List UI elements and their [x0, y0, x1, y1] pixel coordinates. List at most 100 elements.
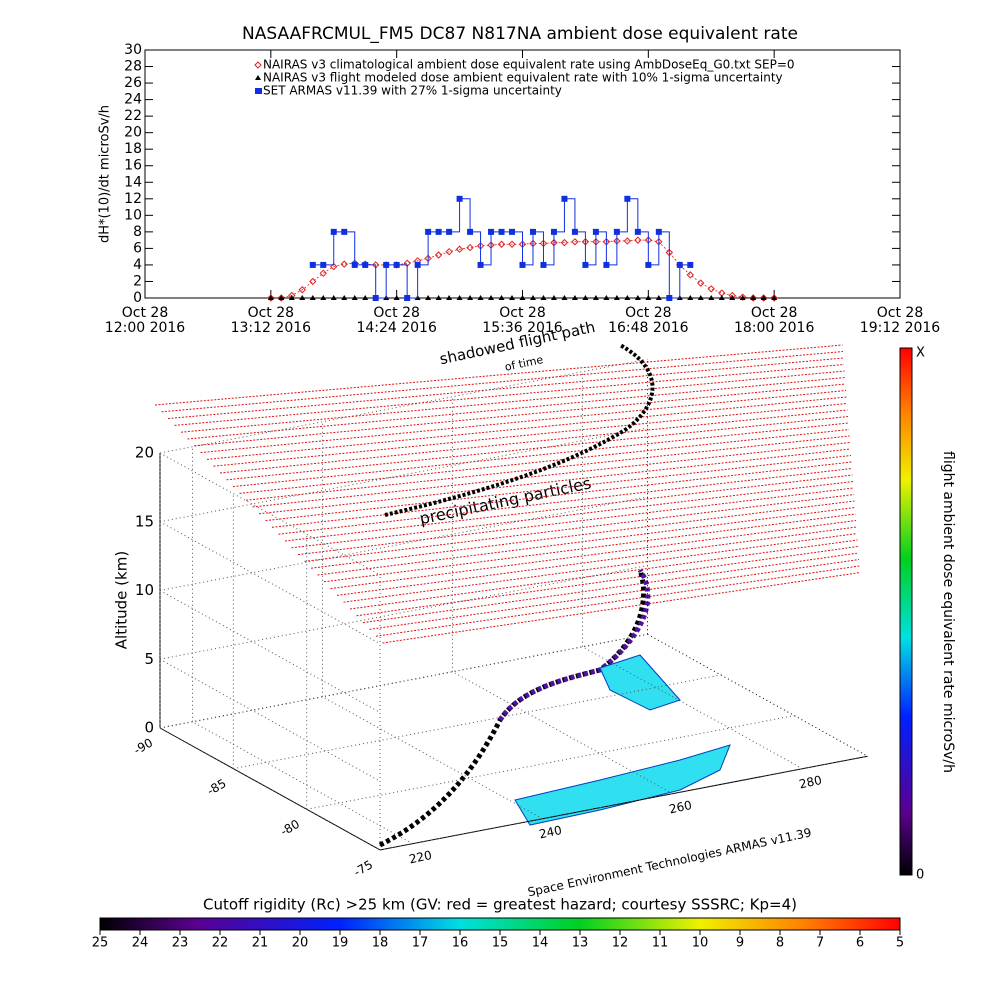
mesh-line: [362, 552, 859, 624]
point: [718, 295, 725, 300]
landmass: [599, 654, 681, 711]
y-tick-label: 20: [124, 125, 142, 141]
grid-line: [379, 755, 868, 851]
point: [341, 228, 348, 235]
mesh-line: [343, 533, 858, 603]
point: [477, 261, 484, 268]
y-tick-label: 28: [124, 59, 142, 75]
point: [540, 261, 547, 268]
mesh-line: [154, 344, 843, 406]
point: [759, 294, 768, 302]
colorbar-tick-label: 12: [612, 936, 629, 951]
point: [488, 228, 495, 235]
point: [434, 251, 443, 259]
point: [508, 240, 516, 248]
particle-mesh: [154, 344, 861, 644]
point: [455, 245, 464, 253]
point: [288, 295, 295, 300]
point: [550, 228, 557, 235]
mesh-line: [323, 513, 856, 583]
z-tick-label: 20: [135, 444, 154, 462]
point: [404, 295, 411, 301]
point: [351, 295, 358, 300]
colorbar-tick-label: 19: [332, 936, 349, 951]
colorbar: [899, 347, 913, 876]
mesh-line: [252, 442, 851, 508]
point: [603, 295, 610, 300]
grid-line: [159, 658, 381, 782]
mesh-line: [167, 357, 844, 420]
point: [383, 261, 390, 268]
point: [414, 261, 421, 268]
colorbar-label: flight ambient dose equivalent rate micr…: [940, 451, 956, 773]
point: [466, 243, 474, 252]
point: [509, 295, 516, 300]
point: [687, 295, 694, 300]
mesh-line: [219, 409, 848, 474]
colorbar-title: Cutoff rigidity (Rc) >25 km (GV: red = g…: [203, 896, 797, 914]
point: [445, 247, 453, 256]
point: [624, 195, 631, 202]
point: [676, 261, 683, 268]
point: [634, 236, 642, 244]
point: [592, 295, 599, 300]
grid-line: [159, 590, 381, 713]
point: [446, 295, 453, 300]
point: [560, 238, 569, 247]
mesh-line: [304, 494, 855, 562]
grid-line: [159, 496, 648, 591]
y-tick-label: 0: [133, 290, 142, 306]
chart-title: NASAAFRCMUL_FM5 DC87 N817NA ambient dose…: [242, 24, 798, 44]
point: [477, 295, 484, 300]
mesh-line: [349, 539, 858, 610]
x-tick-label: Oct 28 19:12 2016: [859, 305, 941, 336]
y-tick-label: 30: [124, 42, 142, 58]
z-tick-label: 10: [135, 581, 154, 599]
point: [393, 295, 400, 300]
y-tick-label: 16: [124, 158, 142, 174]
y-tick-label: 24: [124, 92, 142, 108]
colorbar-tick-label: 8: [776, 936, 784, 951]
point: [498, 295, 505, 300]
point: [362, 261, 369, 268]
point: [655, 228, 662, 235]
point: [529, 228, 536, 235]
y-tick-label: 4: [133, 257, 142, 273]
colorbar: [99, 917, 901, 931]
x-tick-label: Oct 28 16:48 2016: [608, 305, 689, 336]
point: [592, 228, 599, 235]
point: [697, 295, 704, 300]
point: [330, 295, 337, 300]
mesh-line: [213, 403, 848, 467]
y-tick-label: 2: [133, 273, 142, 289]
legend-symbol: [255, 75, 261, 80]
grid-line: [159, 521, 381, 645]
grid-line: [159, 565, 648, 660]
point: [739, 295, 746, 300]
lon-tick-label: 240: [538, 823, 563, 841]
x-tick-label: Oct 28 13:12 2016: [230, 305, 312, 336]
point: [770, 294, 778, 302]
x-tick-label: Oct 28 12:00 2016: [104, 305, 186, 336]
y-tick-label: 12: [124, 191, 142, 207]
point: [341, 295, 348, 300]
mesh-line: [245, 435, 850, 501]
lat-tick-label: -75: [351, 857, 375, 879]
mesh-line: [180, 370, 845, 433]
point: [298, 286, 306, 294]
point: [571, 295, 578, 300]
y-axis-label: dH*(10)/dt microSv/h: [98, 105, 113, 243]
point: [467, 228, 474, 235]
mesh-line: [271, 461, 852, 528]
point: [697, 279, 705, 287]
point: [561, 195, 568, 202]
point: [582, 295, 589, 300]
colorbar-tick-label: 10: [692, 936, 709, 951]
mesh-line: [284, 474, 853, 542]
y-tick-label: 8: [133, 224, 142, 240]
z-tick-label: 0: [144, 719, 154, 737]
point: [540, 295, 547, 300]
point: [634, 295, 641, 300]
